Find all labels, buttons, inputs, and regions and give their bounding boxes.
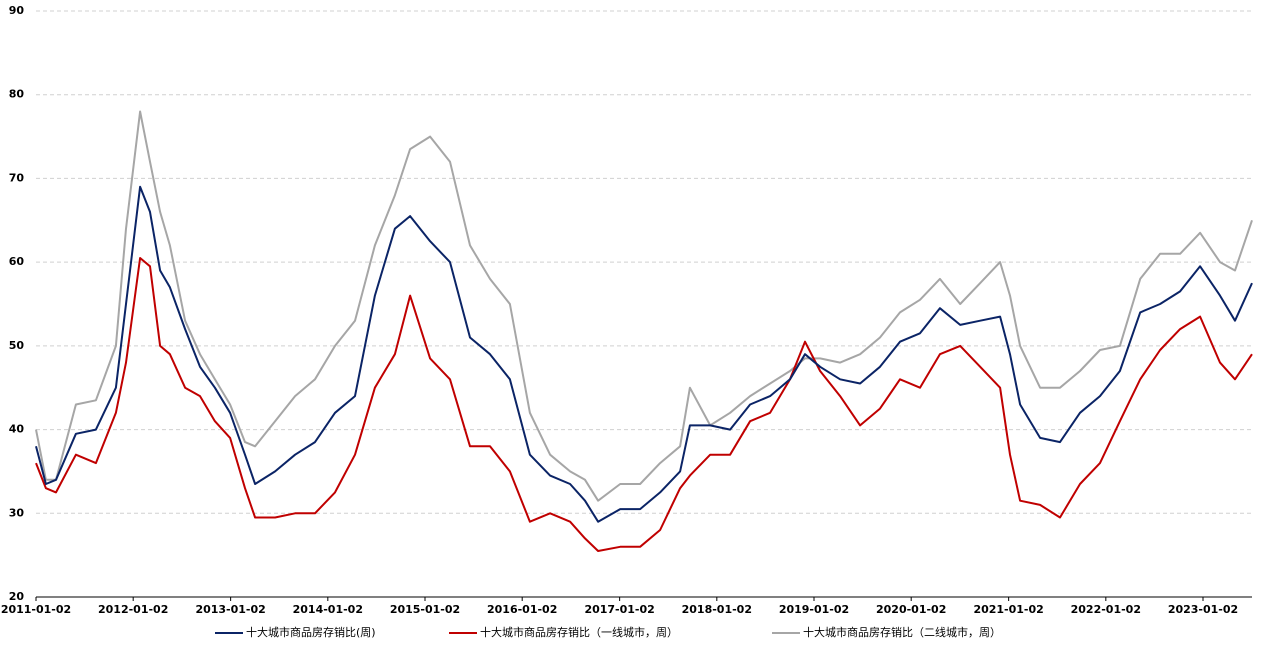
series-line [35, 185, 1253, 523]
legend-label: 十大城市商品房存销比（二线城市，周） [803, 625, 1001, 639]
x-tick-label: 2014-01-02 [293, 603, 363, 616]
x-tick-label: 2019-01-02 [779, 603, 849, 616]
x-tick-label: 2023-01-02 [1168, 603, 1238, 616]
y-tick-label: 20 [9, 590, 25, 603]
y-tick-label: 40 [9, 423, 25, 436]
x-tick-label: 2015-01-02 [390, 603, 460, 616]
y-tick-label: 90 [9, 4, 25, 17]
series-line [35, 110, 1253, 502]
x-tick-label: 2020-01-02 [876, 603, 946, 616]
x-tick-label: 2016-01-02 [487, 603, 557, 616]
x-tick-label: 2013-01-02 [195, 603, 265, 616]
y-tick-label: 60 [9, 255, 25, 268]
y-tick-label: 50 [9, 339, 25, 352]
y-tick-label: 70 [9, 171, 25, 184]
x-tick-label: 2011-01-02 [1, 603, 71, 616]
x-tick-label: 2012-01-02 [98, 603, 168, 616]
x-tick-label: 2017-01-02 [584, 603, 654, 616]
x-tick-label: 2018-01-02 [682, 603, 752, 616]
y-tick-label: 80 [9, 88, 25, 101]
legend-label: 十大城市商品房存销比(周) [246, 625, 376, 639]
x-tick-label: 2021-01-02 [973, 603, 1043, 616]
legend-label: 十大城市商品房存销比（一线城市，周） [480, 625, 678, 639]
series-line [35, 257, 1253, 552]
y-tick-label: 30 [9, 506, 25, 519]
x-tick-label: 2022-01-02 [1071, 603, 1141, 616]
